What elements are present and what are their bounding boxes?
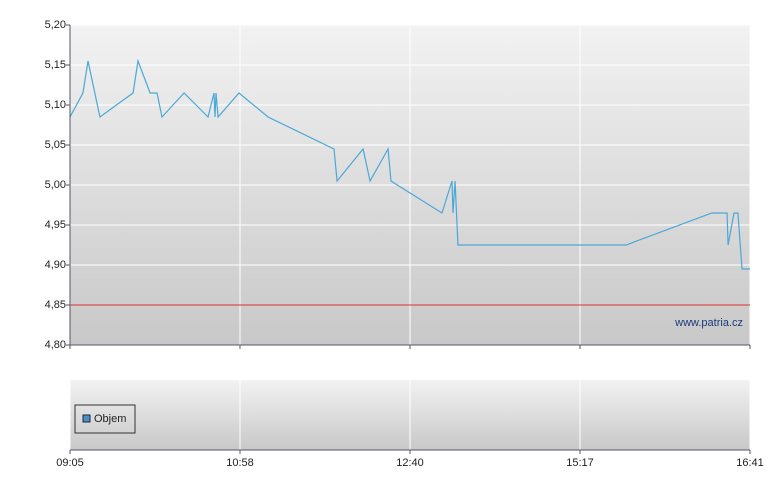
legend-label: Objem: [94, 413, 126, 425]
y-tick-label: 4,95: [45, 219, 66, 231]
legend-box: [74, 404, 136, 434]
y-tick-label: 5,15: [45, 59, 66, 71]
x-tick-label: 10:58: [226, 457, 254, 469]
x-tick-label: 16:41: [736, 457, 764, 469]
x-tick-label: 09:05: [56, 457, 84, 469]
x-tick-label: 15:17: [566, 457, 594, 469]
price-line: [69, 58, 750, 270]
legend-swatch: [82, 414, 91, 423]
y-tick-label: 5,00: [45, 179, 66, 191]
watermark: www.patria.cz: [674, 317, 743, 329]
y-tick-label: 5,10: [45, 99, 66, 111]
x-tick-label: 12:40: [396, 457, 424, 469]
y-tick-label: 5,05: [45, 139, 66, 151]
y-tick-label: 5,20: [45, 19, 66, 31]
y-tick-label: 4,85: [45, 299, 66, 311]
y-tick-label: 4,90: [45, 259, 66, 271]
y-tick-label: 4,80: [45, 339, 66, 351]
